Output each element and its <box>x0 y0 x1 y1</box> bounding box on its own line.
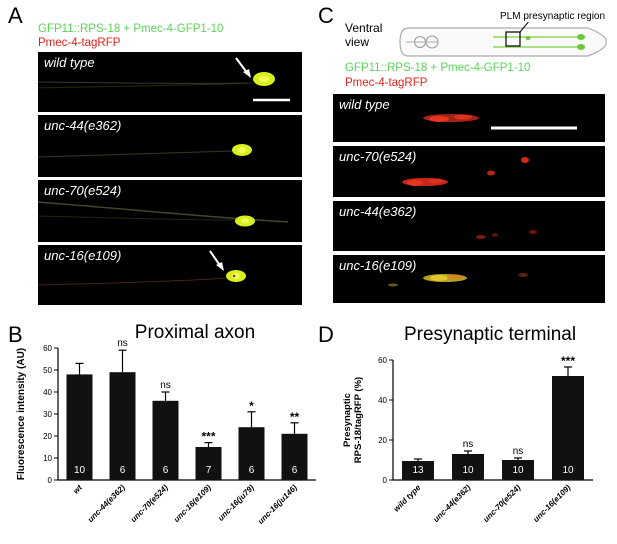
plm-region-label: PLM presynaptic region <box>500 11 606 22</box>
chart-b-category-label: unc-44(e362) <box>86 483 127 524</box>
micrograph-a-2: unc-44(e362) <box>38 115 302 177</box>
chart-d-n-label: 10 <box>462 465 474 476</box>
micrograph-a-1: wild type <box>38 52 302 112</box>
chart-d-n-label: 13 <box>412 465 424 476</box>
chart-b-significance-label: *** <box>201 430 215 444</box>
chart-b-n-label: 6 <box>249 465 255 476</box>
chart-d-category-label: wild type <box>392 483 423 514</box>
chart-d-title: Presynaptic terminal <box>403 324 577 345</box>
chart-d-bar <box>552 376 584 480</box>
chart-d-significance-label: *** <box>561 354 575 368</box>
plm-region-box <box>505 31 521 47</box>
chart-b-n-label: 7 <box>206 465 212 476</box>
micrograph-a-1-image <box>38 57 290 102</box>
chart-b-category-label: wt <box>71 483 84 496</box>
micrograph-c-2: unc-70(e524) <box>333 146 605 197</box>
micrograph-c-3: unc-44(e362) <box>333 201 605 251</box>
chart-d: 0 20 40 60 Presynaptic RPS-18/tagRFP (%) 13 wil… <box>342 354 593 524</box>
chart-b-bar <box>152 400 179 480</box>
chart-d-y-label-line2: RPS-18/tagRFP (%) <box>353 377 364 463</box>
chart-d-bar <box>402 461 434 480</box>
micrograph-a-1-label: wild type <box>44 55 95 70</box>
micrograph-c-4: unc-16(e109) <box>333 255 605 303</box>
micrograph-c-2-image <box>402 157 529 186</box>
chart-d-n-label: 10 <box>562 465 574 476</box>
chart-d-significance-label: ns <box>463 439 474 450</box>
chart-d-y-tick-label: 20 <box>378 436 387 445</box>
ventral-view-label: Ventral view <box>345 21 382 49</box>
micrograph-c-4-label: unc-16(e109) <box>339 258 417 273</box>
chart-b-category-label: unc-16(ju79) <box>216 483 256 523</box>
chart-d-category-label: unc-70(e524) <box>481 483 522 524</box>
micrograph-c-4-image <box>388 273 528 287</box>
chart-d-n-label: 10 <box>512 465 524 476</box>
micrograph-a-3: unc-70(e524) <box>38 180 302 242</box>
chart-b-y-tick-label: 60 <box>43 344 52 353</box>
micrograph-c-1: wild type <box>333 94 605 142</box>
micrograph-a-3-image <box>38 201 289 227</box>
chart-d-category-label: unc-16(e109) <box>531 483 572 524</box>
micrograph-a-4-label: unc-16(e109) <box>44 248 122 263</box>
chart-b-category-label: unc-16(ju146) <box>256 483 299 526</box>
chart-b-significance-label: * <box>249 399 254 413</box>
panel-c-legend-rfp: Pmec-4-tagRFP <box>345 77 428 89</box>
micrograph-a-4: unc-16(e109) <box>38 245 302 305</box>
panel-c-letter: C <box>318 3 334 28</box>
micrograph-a-2-image <box>38 144 252 158</box>
chart-b-y-label: Fluorescence intensity (AU) <box>16 348 27 480</box>
chart-b-bar <box>195 447 222 480</box>
panel-d-letter: D <box>318 322 334 347</box>
chart-b-bar <box>109 372 136 480</box>
panel-b-letter: B <box>8 322 23 347</box>
chart-b-title: Proximal axon <box>134 322 256 343</box>
chart-b-n-label: 6 <box>120 465 126 476</box>
ventral-view-line1: Ventral <box>345 21 383 35</box>
chart-b-bar <box>66 374 93 480</box>
chart-b-n-label: 6 <box>163 465 169 476</box>
micrograph-a-2-label: unc-44(e362) <box>44 118 122 133</box>
chart-d-y-tick-label: 40 <box>378 396 387 405</box>
chart-b-category-label: unc-70(e524) <box>129 483 170 524</box>
panel-a-legend-rfp: Pmec-4-tagRFP <box>38 37 121 49</box>
worm-schematic <box>399 22 607 57</box>
micrograph-c-3-image <box>476 230 537 239</box>
chart-b-significance-label: ns <box>117 340 128 349</box>
micrograph-c-2-label: unc-70(e524) <box>339 149 417 164</box>
ventral-view-line2: view <box>345 35 370 49</box>
chart-b-category-label: unc-16(e109) <box>172 483 213 524</box>
panel-c-legend-gfp: GFP11::RPS-18 + Pmec-4-GFP1-10 <box>345 62 531 74</box>
chart-b-bar <box>281 433 308 480</box>
chart-b-y-tick-label: 30 <box>43 410 52 419</box>
chart-b-y-tick-label: 50 <box>43 366 52 375</box>
micrograph-a-3-label: unc-70(e524) <box>44 183 122 198</box>
chart-b-y-tick-label: 10 <box>43 454 52 463</box>
chart-b-y-tick-label: 20 <box>43 432 52 441</box>
chart-b-significance-label: ** <box>290 410 300 424</box>
micrograph-c-3-label: unc-44(e362) <box>339 204 417 219</box>
micrograph-c-1-label: wild type <box>339 97 390 112</box>
chart-d-y-tick-label: 60 <box>378 356 387 365</box>
chart-d-y-label-line1: Presynaptic <box>342 393 353 447</box>
chart-d-significance-label: ns <box>513 446 524 457</box>
chart-b-bar <box>238 427 265 480</box>
panel-a-legend-gfp: GFP11::RPS-18 + Pmec-4-GFP1-10 <box>38 23 224 35</box>
panel-a-letter: A <box>8 3 23 28</box>
chart-b-y-tick-label: 40 <box>43 388 52 397</box>
chart-b-significance-label: ns <box>160 380 171 391</box>
chart-b: 0 10 20 30 40 50 60 Fluorescence intensity (AU)… <box>16 340 316 526</box>
micrograph-c-1-image <box>423 114 577 130</box>
chart-d-category-label: unc-44(e362) <box>431 483 472 524</box>
micrograph-a-4-image <box>38 250 246 286</box>
chart-b-y-tick-label: 0 <box>48 476 53 485</box>
chart-d-bar <box>502 460 534 480</box>
chart-b-n-label: 10 <box>74 465 86 476</box>
chart-d-y-tick-label: 0 <box>383 476 388 485</box>
chart-d-bar <box>452 454 484 480</box>
chart-b-n-label: 6 <box>292 465 298 476</box>
